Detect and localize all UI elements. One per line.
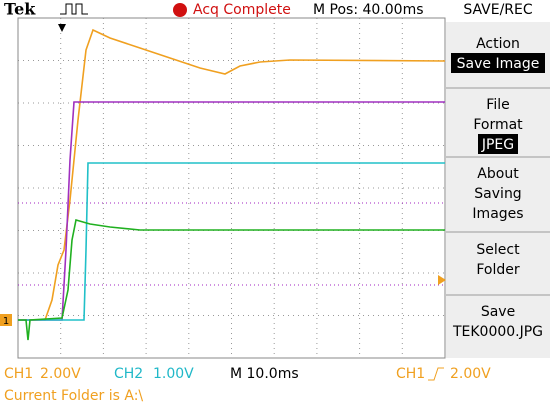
- menu-label: Images: [472, 206, 523, 222]
- brand: Tek: [4, 0, 36, 19]
- menu-label: Saving: [474, 186, 521, 202]
- graticule-border: [17, 17, 446, 359]
- menu-value: TEK0000.JPG: [452, 324, 543, 340]
- menu-label: Action: [476, 36, 520, 52]
- ch1-marker: [0, 314, 12, 326]
- acq-status: Acq Complete: [193, 2, 291, 18]
- trigger-position-marker: [58, 24, 66, 32]
- ch1-marker-label: 1: [3, 316, 9, 327]
- timebase: M 10.0ms: [230, 366, 299, 382]
- menu-panel: [446, 22, 550, 358]
- ch1-waveform: [18, 28, 446, 321]
- menu-label: About: [477, 166, 519, 182]
- trigger-level: 2.00V: [450, 366, 491, 382]
- current-folder: Current Folder is A:\: [4, 388, 143, 404]
- menu-label: Save: [481, 304, 515, 320]
- trigger-level-marker: [438, 275, 446, 285]
- menu-value-highlight: [478, 134, 518, 154]
- position: M Pos: 40.00ms: [313, 2, 424, 18]
- ch1-scale: 2.00V: [40, 366, 81, 382]
- trigger-slope-icon: [428, 367, 444, 381]
- ch1-label: CH1: [4, 366, 33, 382]
- menu-label: File: [486, 97, 509, 113]
- ch2-waveform: [18, 162, 445, 321]
- trigger-source: CH1: [396, 366, 425, 382]
- menu-label: Select: [476, 242, 520, 258]
- menu-value-highlight: [451, 53, 545, 73]
- menu-value: JPEG: [481, 137, 514, 153]
- menu: Action Save Image File Format JPEG About Savin…: [446, 36, 550, 340]
- ch4-waveform: [18, 218, 445, 341]
- menu-label: Format: [473, 117, 523, 133]
- run-icon: [60, 3, 88, 15]
- ch2-label: CH2: [114, 366, 143, 382]
- menu-title: SAVE/REC: [463, 2, 533, 18]
- menu-label: Folder: [476, 262, 520, 278]
- stop-indicator: [173, 3, 187, 17]
- menu-value: Save Image: [457, 56, 540, 72]
- ch2-scale: 1.00V: [153, 366, 194, 382]
